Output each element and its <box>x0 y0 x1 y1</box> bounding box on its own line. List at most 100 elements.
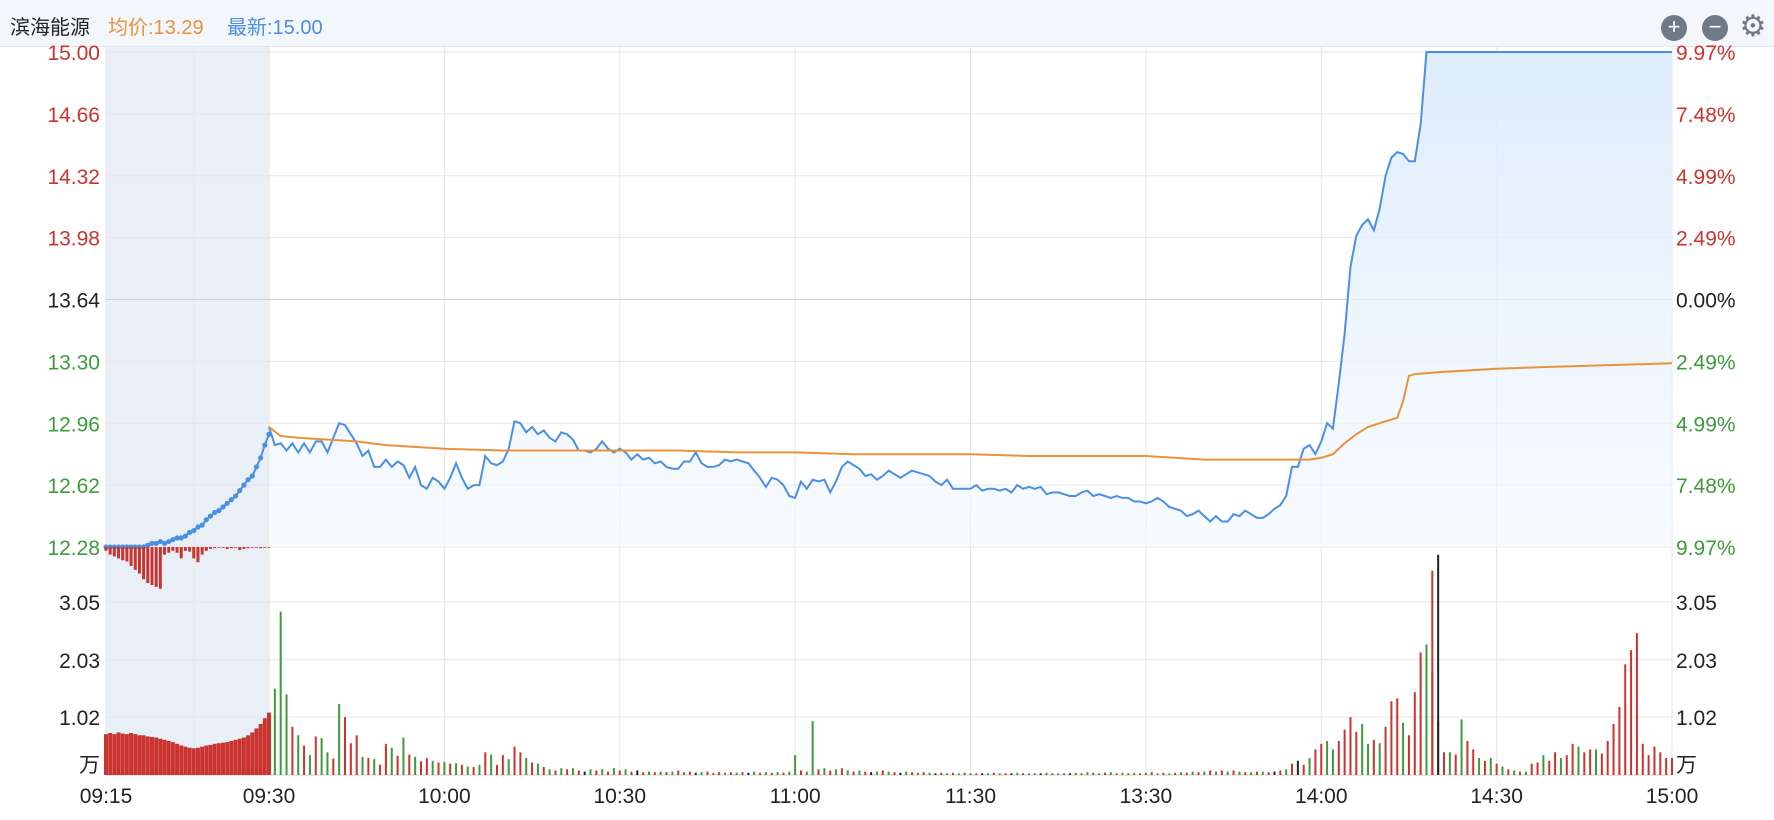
volume-unit-label: 万 <box>79 754 100 777</box>
zoom-out-button[interactable]: − <box>1702 15 1728 41</box>
percent-tick-label: 2.49% <box>1676 228 1736 251</box>
volume-bar <box>1600 753 1603 775</box>
volume-bar <box>1390 701 1393 775</box>
volume-bar <box>612 768 615 775</box>
auction-volume-bar <box>154 737 159 775</box>
auction-unmatched-bar <box>137 547 141 574</box>
gear-icon: ⚙ <box>1739 10 1767 43</box>
auction-unmatched-bar <box>263 547 267 548</box>
auction-unmatched-bar <box>129 547 133 566</box>
volume-bar <box>1361 723 1364 775</box>
volume-bar <box>308 755 311 775</box>
auction-price-point <box>232 493 239 499</box>
auction-unmatched-bar <box>125 547 129 562</box>
volume-bar <box>887 771 890 775</box>
volume-bar <box>1144 772 1147 775</box>
auction-volume-bar <box>204 745 209 775</box>
volume-bar <box>1413 692 1416 775</box>
volume-bar <box>443 761 446 775</box>
volume-bar <box>753 771 756 775</box>
percent-tick-label: 4.99% <box>1676 166 1736 189</box>
volume-bar <box>951 772 954 775</box>
volume-bar <box>922 772 925 775</box>
auction-price-point <box>195 524 201 530</box>
volume-bar <box>1127 773 1130 775</box>
zoom-in-button[interactable]: + <box>1661 15 1687 41</box>
volume-bar <box>1121 772 1124 775</box>
volume-bar <box>963 772 966 775</box>
auction-price-point <box>186 529 193 536</box>
auction-unmatched-bar <box>117 547 121 559</box>
auction-price-point <box>262 442 268 448</box>
volume-bar <box>694 772 697 775</box>
volume-bar <box>595 770 598 775</box>
volume-tick-label: 2.03 <box>1676 650 1717 673</box>
volume-bar <box>700 772 703 775</box>
auction-unmatched-bar <box>163 547 167 555</box>
last-price-label: 最新:15.00 <box>227 17 323 39</box>
volume-bar <box>1016 772 1019 775</box>
auction-volume-bar <box>200 746 205 775</box>
auction-volume-bar <box>175 743 180 775</box>
volume-bar <box>577 770 580 775</box>
volume-bar <box>835 769 838 775</box>
volume-bar <box>531 762 534 775</box>
time-tick-label: 11:00 <box>770 785 821 808</box>
auction-price-point <box>199 522 205 528</box>
volume-bar <box>449 763 452 775</box>
volume-bar <box>478 764 481 775</box>
volume-tick-label: 2.03 <box>59 650 100 673</box>
auction-price-point <box>253 464 260 470</box>
percent-tick-label: 9.97% <box>1676 537 1736 560</box>
time-tick-label: 15:00 <box>1646 785 1699 808</box>
average-price-label: 均价:13.29 <box>108 17 204 39</box>
volume-bar <box>712 772 715 775</box>
auction-volume-bar <box>149 736 154 775</box>
volume-bar <box>1647 755 1650 775</box>
volume-bar <box>1004 773 1007 775</box>
volume-bar <box>957 773 960 775</box>
volume-bar <box>1320 743 1323 775</box>
volume-bar <box>1273 771 1276 775</box>
auction-volume-bar <box>104 734 108 775</box>
volume-bar <box>1191 771 1194 775</box>
volume-bar <box>624 769 627 775</box>
volume-bar <box>794 755 797 775</box>
volume-bar <box>1232 770 1235 775</box>
volume-tick-label: 3.05 <box>1676 592 1717 615</box>
volume-bar <box>1384 726 1387 775</box>
percent-tick-label: 9.97% <box>1676 42 1736 65</box>
volume-bar <box>881 770 884 775</box>
volume-bar <box>601 769 604 775</box>
auction-price-point <box>145 542 151 548</box>
auction-volume-bar <box>195 747 200 775</box>
auction-volume-bar <box>250 732 255 775</box>
time-tick-label: 10:30 <box>593 785 646 808</box>
volume-bar <box>1530 763 1533 775</box>
volume-bar <box>618 770 621 775</box>
volume-bar <box>589 769 592 775</box>
auction-volume-bar <box>212 743 217 775</box>
volume-bar <box>1010 773 1013 775</box>
volume-bar <box>1355 731 1358 775</box>
settings-button[interactable]: ⚙ <box>1738 12 1768 42</box>
volume-bar <box>1238 771 1241 775</box>
volume-bar <box>1057 773 1060 775</box>
volume-bar <box>1092 772 1095 775</box>
time-tick-label: 09:30 <box>243 785 296 808</box>
volume-bar <box>314 736 317 775</box>
auction-price-point <box>191 528 197 534</box>
auction-volume-bar <box>233 739 238 775</box>
volume-bar <box>1653 746 1656 775</box>
volume-bar <box>1250 772 1253 775</box>
volume-bar <box>1478 757 1481 775</box>
volume-bar <box>1209 770 1212 775</box>
volume-bar <box>1174 772 1177 775</box>
price-tick-label: 14.32 <box>47 166 100 189</box>
volume-bar <box>1308 757 1311 775</box>
auction-volume-bar <box>221 742 226 775</box>
auction-volume-bar <box>258 723 263 775</box>
volume-bar <box>1595 749 1598 775</box>
